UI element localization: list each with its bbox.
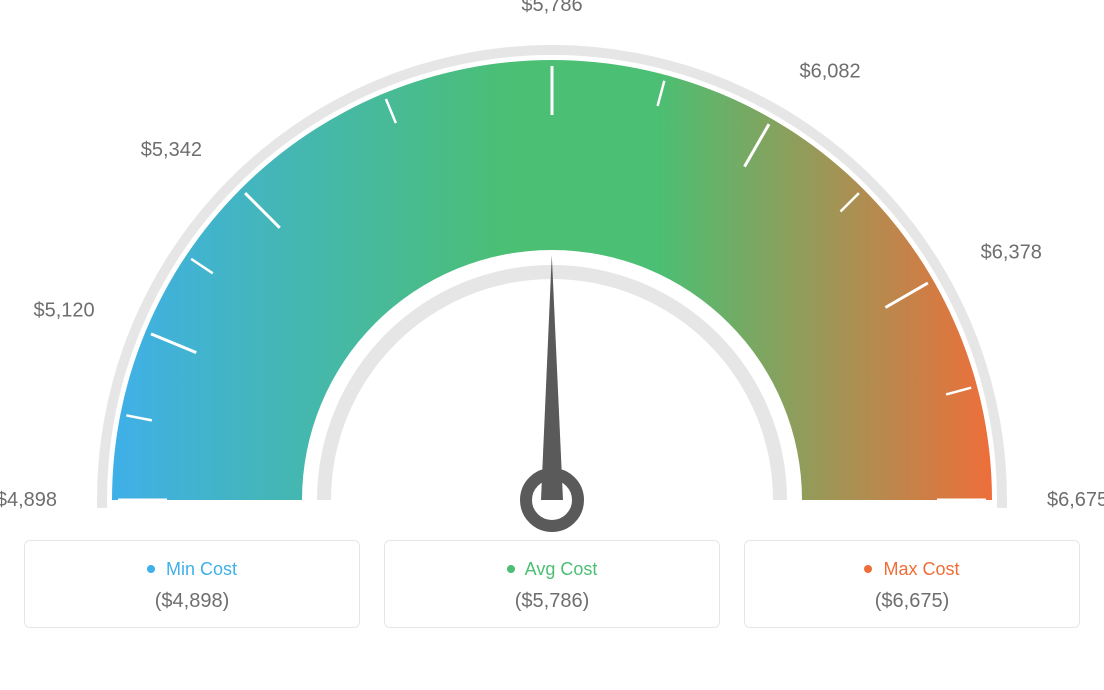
legend-value-max: ($6,675) [745, 590, 1079, 613]
legend-card-max: Max Cost ($6,675) [744, 540, 1080, 628]
gauge-tick-label: $6,675 [1047, 489, 1104, 511]
gauge-tick-label: $5,786 [521, 0, 582, 16]
gauge-svg: $4,898 $5,120 $5,342 $5,786 $6,082 $6,378 $6,6… [0, 0, 1104, 540]
legend-title-min: Min Cost [25, 559, 359, 580]
legend-dot-min [147, 565, 155, 573]
gauge-tick-label: $6,378 [981, 242, 1042, 264]
legend-value-min: ($4,898) [25, 590, 359, 613]
gauge-tick-label: $5,120 [34, 300, 95, 322]
legend-title-avg: Avg Cost [385, 559, 719, 580]
legend-row: Min Cost ($4,898) Avg Cost ($5,786) Max … [0, 540, 1104, 628]
gauge-tick-label: $5,342 [141, 139, 202, 161]
legend-label-avg: Avg Cost [525, 559, 598, 579]
gauge-tick-label: $6,082 [800, 60, 861, 82]
legend-label-max: Max Cost [883, 559, 959, 579]
legend-card-min: Min Cost ($4,898) [24, 540, 360, 628]
gauge-tick-label: $4,898 [0, 489, 57, 511]
legend-card-avg: Avg Cost ($5,786) [384, 540, 720, 628]
legend-value-avg: ($5,786) [385, 590, 719, 613]
legend-dot-avg [507, 565, 515, 573]
legend-title-max: Max Cost [745, 559, 1079, 580]
gauge-chart: $4,898 $5,120 $5,342 $5,786 $6,082 $6,378 $6,6… [0, 0, 1104, 540]
legend-label-min: Min Cost [166, 559, 237, 579]
legend-dot-max [864, 565, 872, 573]
